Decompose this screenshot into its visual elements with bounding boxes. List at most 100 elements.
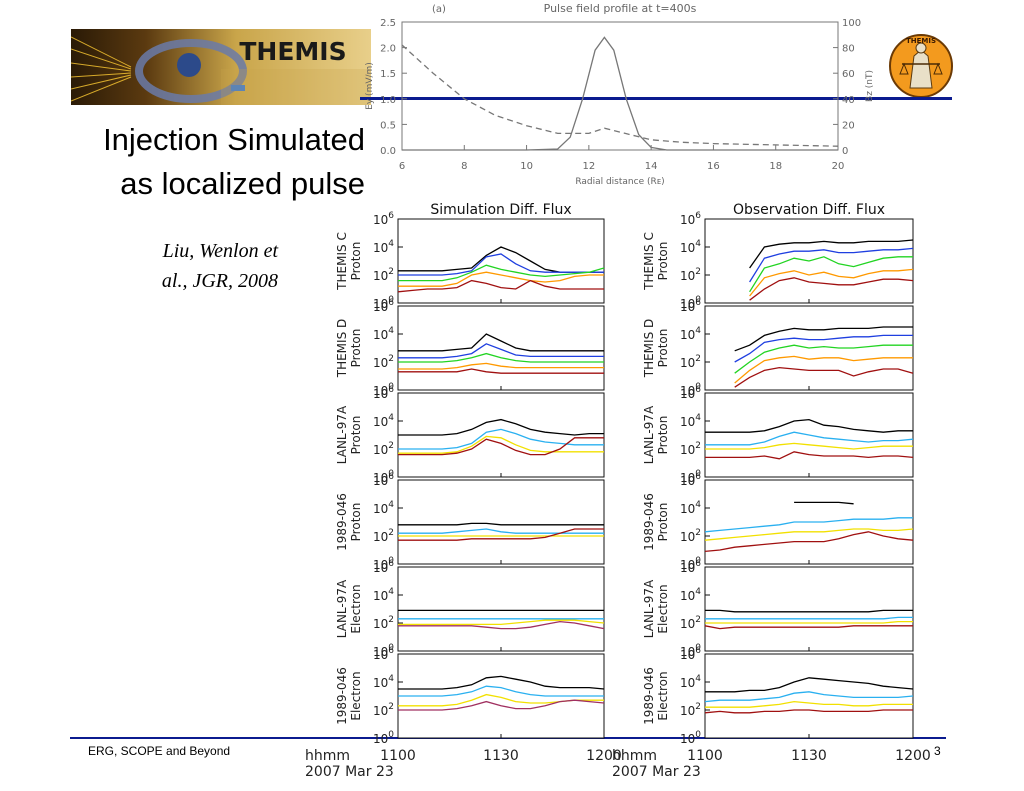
simulation-flux-panel-sublabel: Electron [349, 584, 363, 633]
simulation-flux-series-darkred [397, 279, 604, 293]
observation-flux-panel-label: THEMIS D [642, 319, 656, 379]
observation-flux-y-tick-label: 104 [680, 326, 701, 342]
observation-flux-series-yellow [705, 620, 913, 624]
pulse-y-right-tick-label: 0 [842, 146, 848, 157]
pulse-title: Pulse field profile at t=400s [544, 2, 697, 15]
simulation-flux-y-tick-label: 104 [373, 674, 394, 690]
pulse-x-tick-label: 18 [769, 161, 782, 172]
observation-flux-series-black [749, 239, 914, 269]
simulation-flux-series-orange [398, 362, 604, 370]
simulation-flux-panel-sublabel: Proton [349, 329, 363, 368]
observation-flux-series-blue [749, 247, 914, 283]
simulation-flux-panel-frame [397, 479, 605, 565]
observation-flux-panel-sublabel: Electron [656, 584, 670, 633]
pulse-panel-label: (a) [432, 4, 446, 15]
themis-badge-logo: THEMIS [889, 34, 953, 98]
observation-flux-panel-sublabel: Proton [656, 503, 670, 542]
simulation-flux-y-tick-label: 104 [373, 413, 394, 429]
observation-flux-series-black [794, 501, 854, 505]
observation-flux-chart: Observation Diff. Flux 100 102 104 106 THEMIS… [612, 202, 931, 780]
pulse-x-tick-label: 12 [582, 161, 595, 172]
simulation-flux-date-label: 2007 Mar 23 [305, 764, 394, 780]
observation-flux-y-tick-label: 102 [680, 267, 701, 283]
simulation-flux-panel-frame [397, 218, 605, 304]
observation-flux-series-green [734, 344, 913, 374]
simulation-flux-panel: 100 102 104 106 1989-046 Electron [335, 646, 605, 746]
simulation-flux-series-purple [398, 620, 605, 630]
slide-title-line-2: as localized pulse [120, 166, 365, 201]
observation-flux-y-tick-label: 106 [680, 472, 701, 488]
pulse-bz-series [401, 44, 839, 147]
simulation-flux-panel-sublabel: Proton [349, 503, 363, 542]
simulation-flux-y-tick-label: 102 [373, 354, 394, 370]
footer-text: ERG, SCOPE and Beyond [88, 744, 231, 758]
observation-flux-y-tick-label: 106 [680, 385, 701, 401]
observation-flux-panel-frame [704, 653, 914, 739]
page-number: 3 [934, 744, 941, 758]
observation-flux-panel: 100 102 104 106 1989-046 Electron [642, 646, 914, 746]
pulse-x-axis-label: Radial distance (Rᴇ) [575, 177, 664, 187]
pulse-x-tick-label: 20 [832, 161, 845, 172]
simulation-flux-series-orange [398, 271, 604, 287]
badge-wordmark: THEMIS [906, 37, 936, 45]
pulse-ey-series [402, 36, 838, 151]
simulation-flux-y-tick-label: 106 [373, 211, 394, 227]
observation-flux-series-darkred [704, 625, 913, 630]
simulation-flux-y-tick-label: 106 [373, 646, 394, 662]
simulation-flux-series-darkred [398, 368, 604, 374]
observation-flux-y-tick-label: 100 [680, 730, 701, 746]
pulse-y-left-tick-label: 0.0 [380, 146, 396, 157]
observation-flux-date-label: 2007 Mar 23 [612, 764, 701, 780]
observation-flux-x-tick-label: 1100 [687, 748, 723, 764]
simulation-flux-y-tick-label: 102 [373, 441, 394, 457]
observation-flux-series-blue [734, 334, 913, 363]
observation-flux-y-tick-label: 106 [680, 646, 701, 662]
observation-flux-y-tick-label: 106 [680, 211, 701, 227]
pulse-y-right-tick-label: 60 [842, 69, 855, 80]
observation-flux-series-cyan [704, 691, 914, 703]
simulation-flux-series-black [398, 675, 605, 690]
pulse-y-left-tick-label: 2.0 [380, 44, 396, 55]
simulation-flux-panel-frame [397, 566, 605, 652]
pulse-y-right-tick-label: 100 [842, 18, 861, 29]
themis-banner-logo: THEMIS [71, 29, 371, 105]
pulse-x-tick-label: 10 [520, 161, 533, 172]
observation-flux-series-cyan [704, 517, 913, 533]
simulation-flux-series-blue [398, 343, 604, 359]
simulation-flux-series-darkred [398, 437, 604, 456]
observation-flux-series-black [734, 326, 913, 352]
observation-flux-x-tick-label: 1130 [791, 748, 827, 764]
observation-flux-y-tick-label: 102 [680, 702, 701, 718]
simulation-flux-series-green [398, 352, 604, 363]
observation-flux-series-darkred [749, 277, 914, 301]
observation-flux-y-tick-label: 102 [680, 441, 701, 457]
observation-flux-panel-frame [704, 566, 914, 652]
observation-flux-y-tick-label: 102 [680, 354, 701, 370]
simulation-flux-y-tick-label: 104 [373, 326, 394, 342]
observation-flux-series-cyan [705, 431, 914, 446]
simulation-flux-chart: Simulation Diff. Flux 100 102 104 106 THEMIS … [305, 202, 622, 780]
observation-flux-series-green [749, 256, 913, 293]
pulse-y-right-axis-label: Bz (nT) [865, 70, 875, 102]
observation-flux-y-tick-label: 104 [680, 674, 701, 690]
slide-title: Injection Simulated as localized pulse [20, 118, 365, 206]
observation-flux-y-tick-label: 102 [680, 528, 701, 544]
observation-flux-series-darkred [704, 531, 914, 553]
simulation-flux-series-green [398, 264, 605, 282]
observation-flux-y-tick-label: 106 [680, 298, 701, 314]
observation-flux-series-darkred [734, 366, 914, 388]
simulation-flux-panel-label: LANL-97A [335, 579, 349, 638]
simulation-flux-panel-label: 1989-046 [335, 667, 349, 725]
simulation-flux-series-black [398, 522, 604, 526]
simulation-flux-series-black [398, 418, 604, 436]
pulse-y-left-tick-label: 0.5 [380, 120, 396, 131]
observation-flux-series-black [705, 677, 914, 693]
pulse-profile-chart: 6 8 10 12 14 16 18 20 0.0 0.5 1.0 1.5 2.0 2.5 0 20 40 60 8… [365, 2, 875, 187]
simulation-flux-y-tick-label: 104 [373, 587, 394, 603]
